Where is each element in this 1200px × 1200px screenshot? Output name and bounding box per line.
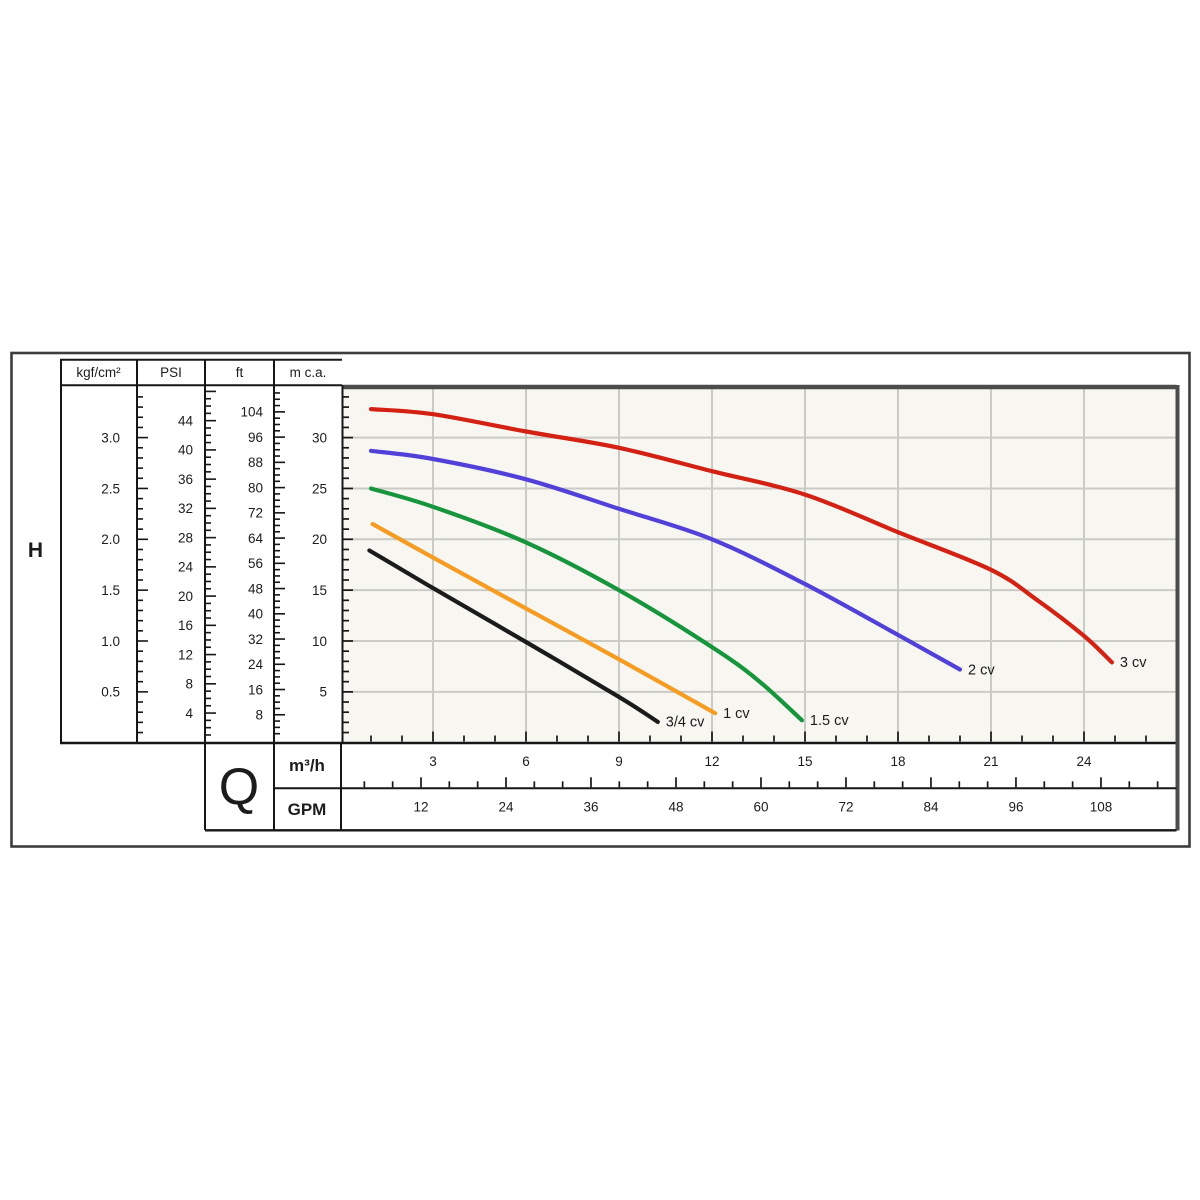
scale-header-mca: m c.a. <box>289 364 327 380</box>
scale-tick-label: 0.5 <box>101 685 120 700</box>
curve-label: 2 cv <box>968 662 995 678</box>
m3h-tick-label: 21 <box>983 754 998 769</box>
m3h-tick-label: 9 <box>615 754 623 769</box>
scale-tick-label: 16 <box>248 682 263 697</box>
gpm-tick-label: 24 <box>498 800 514 815</box>
scale-tick-label: 2.0 <box>101 532 120 547</box>
scale-tick-label: 48 <box>248 581 263 596</box>
scale-tick-label: 32 <box>248 632 263 647</box>
scale-tick-label: 25 <box>312 481 327 496</box>
scale-tick-label: 40 <box>178 443 193 458</box>
scale-labels: 3.0 2.5 2.0 1.5 1.0 0.5 44 40 36 32 28 24 20 16 12 8 4 10… <box>101 405 327 723</box>
scale-tick-label: 24 <box>178 560 194 575</box>
curve-3-4-cv <box>367 548 660 724</box>
scale-tick-label: 80 <box>248 480 263 495</box>
curve-1-cv <box>370 521 718 716</box>
scale-tick-label: 3.0 <box>101 430 120 445</box>
curve-2-cv <box>368 448 963 672</box>
scale-tick-label: 30 <box>312 430 327 445</box>
scale-tick-label: 56 <box>248 556 263 571</box>
gpm-tick-label: 108 <box>1090 800 1113 815</box>
scale-tick-label: 8 <box>255 708 263 723</box>
scale-tick-label: 12 <box>178 647 193 662</box>
gpm-tick-label: 72 <box>838 800 853 815</box>
scale-tick-label: 36 <box>178 472 193 487</box>
m3h-tick-label: 12 <box>704 754 719 769</box>
m3h-tick-label: 3 <box>429 754 437 769</box>
scale-tick-label: 1.0 <box>101 634 120 649</box>
m3h-tick-label: 24 <box>1076 754 1092 769</box>
gpm-tick-label: 12 <box>413 800 428 815</box>
gpm-tick-label: 60 <box>753 800 768 815</box>
scale-tick-label: 28 <box>178 530 193 545</box>
scale-tick-label: 1.5 <box>101 583 120 598</box>
scale-tick-label: 2.5 <box>101 481 120 496</box>
scale-rulers <box>137 390 285 736</box>
flow-axis-symbol: Q <box>218 758 260 816</box>
flow-unit-label-m3h: m³/h <box>289 755 325 775</box>
scale-tick-label: 88 <box>248 455 263 470</box>
scale-tick-label: 16 <box>178 618 193 633</box>
curve-3-cv <box>368 407 1114 665</box>
m3h-tick-label: 18 <box>890 754 905 769</box>
head-axis-symbol: H <box>27 539 44 562</box>
gpm-tick-label: 96 <box>1008 800 1023 815</box>
curve-label: 1 cv <box>723 706 750 722</box>
scale-tick-label: 20 <box>178 589 193 604</box>
scale-tick-label: 32 <box>178 501 193 516</box>
scale-tick-label: 104 <box>240 405 263 420</box>
scale-tick-label: 24 <box>248 657 264 672</box>
curve-label: 1.5 cv <box>810 713 849 729</box>
scale-tick-label: 4 <box>185 706 193 721</box>
scale-tick-label: 72 <box>248 506 263 521</box>
frame-borders <box>10 351 1191 848</box>
scale-tick-label: 64 <box>248 531 264 546</box>
gpm-tick-label: 48 <box>668 800 683 815</box>
axis-ticks <box>343 396 1159 788</box>
scale-header-psi: PSI <box>160 364 182 380</box>
scale-tick-label: 40 <box>248 607 263 622</box>
curves: 3/4 cv 1 cv 1.5 cv 2 cv 3 cv <box>367 407 1147 731</box>
scale-tick-label: 15 <box>312 583 327 598</box>
m3h-tick-label: 6 <box>522 754 530 769</box>
scale-tick-label: 96 <box>248 430 263 445</box>
curve-1.5-cv <box>368 486 804 723</box>
scale-tick-label: 8 <box>185 677 193 692</box>
flow-unit-label-gpm: GPM <box>287 799 327 819</box>
gpm-tick-label: 84 <box>923 800 939 815</box>
scale-header-ft: ft <box>235 364 244 380</box>
curve-label: 3 cv <box>1120 655 1147 671</box>
gpm-tick-label: 36 <box>583 800 598 815</box>
scale-tick-label: 10 <box>312 634 327 649</box>
m3h-tick-label: 15 <box>797 754 812 769</box>
scale-tick-label: 5 <box>319 685 327 700</box>
scale-header-kgfcm2: kgf/cm² <box>76 364 121 380</box>
curve-label: 3/4 cv <box>666 715 705 731</box>
scale-tick-label: 20 <box>312 532 327 547</box>
scale-tick-label: 44 <box>178 413 194 428</box>
